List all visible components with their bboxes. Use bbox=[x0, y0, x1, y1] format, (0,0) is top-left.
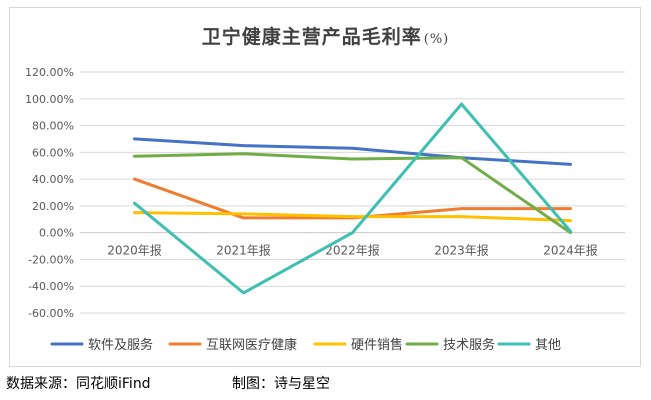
x-tick-label: 2024年报 bbox=[543, 243, 598, 258]
x-tick-label: 2021年报 bbox=[216, 243, 271, 258]
x-tick-label: 2023年报 bbox=[434, 243, 489, 258]
legend-label: 互联网医疗健康 bbox=[206, 337, 297, 353]
legend-label: 技术服务 bbox=[443, 337, 495, 353]
x-tick-label: 2022年报 bbox=[325, 243, 380, 258]
y-tick-label: -60.00% bbox=[28, 307, 74, 320]
legend-label: 软件及服务 bbox=[88, 337, 153, 353]
chart-title-text: 卫宁健康主营产品毛利率 bbox=[201, 26, 422, 48]
y-tick-label: 80.00% bbox=[32, 120, 74, 133]
chart-title: 卫宁健康主营产品毛利率 (%) bbox=[0, 22, 651, 49]
y-tick-label: -20.00% bbox=[28, 253, 74, 266]
y-tick-label: -40.00% bbox=[28, 280, 74, 293]
x-tick-label: 2020年报 bbox=[107, 243, 162, 258]
data-source-note: 数据来源：同花顺iFind bbox=[6, 376, 151, 392]
series-line bbox=[133, 102, 572, 295]
chart-credit-note: 制图：诗与星空 bbox=[232, 376, 330, 392]
legend-label: 硬件销售 bbox=[351, 337, 403, 353]
series-line bbox=[133, 211, 572, 223]
chart-frame bbox=[9, 7, 641, 367]
series-line bbox=[133, 152, 572, 235]
series-line bbox=[133, 137, 572, 166]
y-tick-label: 0.00% bbox=[39, 227, 74, 240]
y-tick-label: 40.00% bbox=[32, 173, 74, 186]
legend-label: 其他 bbox=[535, 338, 561, 353]
y-tick-label: 100.00% bbox=[25, 93, 74, 106]
y-tick-label: 120.00% bbox=[25, 66, 74, 79]
y-tick-label: 60.00% bbox=[32, 146, 74, 159]
chart-title-unit: (%) bbox=[423, 32, 450, 47]
y-tick-label: 20.00% bbox=[32, 200, 74, 213]
